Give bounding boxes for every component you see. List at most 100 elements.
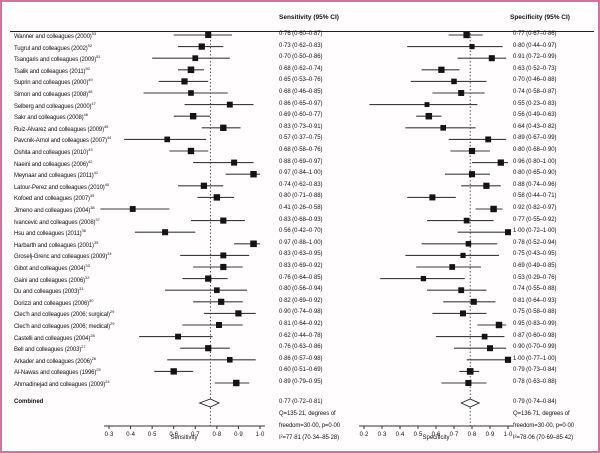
specificity-axis-title: Specificity bbox=[422, 435, 450, 441]
axis-tick-label: 0·6 bbox=[169, 432, 178, 438]
specificity-value: 0·53 (0·29–0·76) bbox=[513, 274, 557, 281]
sensitivity-value: 0·68 (0·62–0·74) bbox=[279, 65, 323, 72]
study-name: Oshita and colleagues (2010) bbox=[14, 150, 89, 156]
specificity-point-marker bbox=[438, 66, 445, 73]
sensitivity-point-marker bbox=[129, 206, 136, 212]
sensitivity-point-marker bbox=[213, 194, 221, 201]
reference-superscript: 29 bbox=[110, 321, 115, 326]
specificity-value: 0·55 (0·23–0·83) bbox=[513, 100, 557, 107]
study-name: Wanner and colleagues (2000) bbox=[14, 34, 92, 40]
reference-superscript: 50 bbox=[85, 65, 90, 71]
reference-superscript: 39 bbox=[89, 193, 95, 199]
specificity-value: 0·77 (0·67–0·86) bbox=[513, 31, 557, 37]
specificity-point-marker bbox=[440, 124, 447, 131]
specificity-combined-diamond bbox=[460, 398, 481, 408]
specificity-point-marker bbox=[449, 264, 456, 270]
specificity-value: 0·74 (0·58–0·87) bbox=[513, 89, 557, 95]
axis-tick-label: 0·3 bbox=[105, 432, 114, 438]
axis-tick-label: 0·4 bbox=[126, 432, 135, 438]
specificity-stats-line: Q=136·71, degrees of bbox=[513, 411, 570, 417]
sensitivity-point-marker bbox=[200, 182, 208, 189]
sensitivity-point-marker bbox=[220, 124, 227, 131]
specificity-point-marker bbox=[424, 102, 430, 108]
sensitivity-point-marker bbox=[214, 287, 220, 294]
study-name: Harbarth and colleagues (2001) bbox=[14, 242, 94, 249]
reference-superscript: 48 bbox=[88, 89, 93, 94]
specificity-value: 0·69 (0·49–0·85) bbox=[513, 263, 557, 269]
specificity-point-marker bbox=[504, 229, 512, 236]
study-name: Ahmadinejad and colleagues (2009) bbox=[14, 382, 106, 388]
reference-superscript: 37 bbox=[95, 216, 100, 222]
specificity-point-marker bbox=[465, 379, 472, 387]
study-name: Naeini and colleagues (2006) bbox=[14, 161, 88, 168]
specificity-point-marker bbox=[483, 182, 490, 189]
specificity-value: 0·96 (0·80–1·00) bbox=[513, 158, 557, 165]
sensitivity-value: 0·57 (0·37–0·75) bbox=[279, 135, 323, 142]
specificity-value: 0·64 (0·43–0·82) bbox=[513, 123, 557, 130]
sensitivity-column-header: Sensitivity (95% CI) bbox=[279, 14, 339, 21]
study-name: Kofoed and colleagues (2007) bbox=[14, 196, 90, 203]
study-label: Du and colleagues (2003)31 bbox=[14, 286, 84, 295]
reference-superscript: 38 bbox=[90, 205, 95, 210]
reference-superscript: 29 bbox=[109, 309, 115, 315]
sensitivity-point-marker bbox=[205, 31, 212, 39]
axis-tick-label: 0·7 bbox=[191, 432, 200, 438]
reference-superscript: 34 bbox=[107, 251, 112, 257]
axis-tick-label: 0·8 bbox=[468, 432, 477, 438]
specificity-stats-line: I²=78·06 (70·69–85·42) bbox=[513, 435, 574, 441]
study-name: Sakr and colleagues (2008) bbox=[14, 115, 84, 122]
reference-superscript: 33 bbox=[85, 263, 90, 268]
specificity-point-marker bbox=[481, 333, 488, 340]
sensitivity-point-marker bbox=[220, 217, 227, 224]
specificity-value: 0·95 (0·83–0·99) bbox=[513, 321, 557, 327]
specificity-point-marker bbox=[465, 241, 472, 247]
sensitivity-point-marker bbox=[181, 78, 188, 85]
study-label: Tsangaris and colleagues (2009)51 bbox=[14, 54, 101, 63]
header-rule bbox=[10, 31, 594, 32]
sensitivity-point-marker bbox=[235, 310, 242, 317]
study-label: Latour-Perez and colleagues (2010)40 bbox=[14, 182, 109, 191]
axis-tick-label: 0·6 bbox=[432, 432, 441, 438]
specificity-value: 0·79 (0·73–0·84) bbox=[513, 367, 557, 374]
study-label: Al-Nawas and colleagues (1996)25 bbox=[14, 367, 101, 376]
study-name: Meynaar and colleagues (2011) bbox=[14, 173, 94, 180]
reference-superscript: 47 bbox=[91, 100, 96, 106]
study-name: Tsangaris and colleagues (2009) bbox=[14, 57, 97, 64]
specificity-point-marker bbox=[460, 252, 466, 258]
sensitivity-value: 0·41 (0·26–0·58) bbox=[279, 205, 323, 211]
axis-tick-label: 0·9 bbox=[486, 432, 495, 438]
specificity-value: 0·87 (0·60–0·98) bbox=[513, 332, 557, 339]
sensitivity-value: 0·89 (0·79–0·95) bbox=[279, 379, 323, 385]
study-name: Ivancevic and colleagues (2008) bbox=[14, 219, 96, 226]
reference-superscript: 53 bbox=[91, 31, 97, 36]
study-name: Jimeno and colleagues (2004) bbox=[14, 208, 91, 214]
study-label: Sakr and colleagues (2008)46 bbox=[14, 112, 88, 121]
study-name: Dorizzi and colleagues (2006) bbox=[14, 300, 90, 307]
study-label: Suprin and colleagues (2000)49 bbox=[14, 77, 93, 86]
reference-superscript: 46 bbox=[83, 112, 88, 118]
sensitivity-point-marker bbox=[189, 112, 197, 120]
reference-superscript: 31 bbox=[79, 286, 84, 292]
specificity-point-marker bbox=[425, 112, 433, 120]
study-name: Gibot and colleagues (2004) bbox=[14, 266, 86, 272]
sensitivity-point-marker bbox=[233, 379, 240, 387]
specificity-point-marker bbox=[460, 310, 466, 317]
study-label: Bell and colleagues (2003)27 bbox=[14, 344, 86, 353]
study-name: Al-Nawas and colleagues (1996) bbox=[14, 370, 97, 377]
study-name: Hsu and colleagues (2011) bbox=[14, 231, 82, 238]
study-label: Selberg and colleagues (2000)47 bbox=[14, 101, 96, 110]
study-label: Meynaar and colleagues (2011)41 bbox=[14, 170, 98, 179]
sensitivity-point-marker bbox=[162, 229, 169, 236]
sensitivity-point-marker bbox=[198, 43, 205, 50]
specificity-value: 1·00 (0·77–1·00) bbox=[513, 355, 557, 362]
specificity-value: 0·78 (0·63–0·88) bbox=[513, 379, 557, 385]
specificity-value: 0·70 (0·46–0·88) bbox=[513, 77, 557, 84]
specificity-value: 0·63 (0·52–0·73) bbox=[513, 65, 557, 72]
study-name: Bell and colleagues (2003) bbox=[14, 347, 82, 354]
reference-superscript: 35 bbox=[93, 239, 99, 245]
reference-superscript: 51 bbox=[96, 54, 101, 60]
reference-superscript: 30 bbox=[89, 297, 94, 303]
axis-tick-label: 0·9 bbox=[234, 432, 243, 438]
study-name: Clec'h and colleagues (2006; surgical) bbox=[14, 312, 110, 319]
sensitivity-value: 0·83 (0·69–0·92) bbox=[279, 263, 323, 269]
